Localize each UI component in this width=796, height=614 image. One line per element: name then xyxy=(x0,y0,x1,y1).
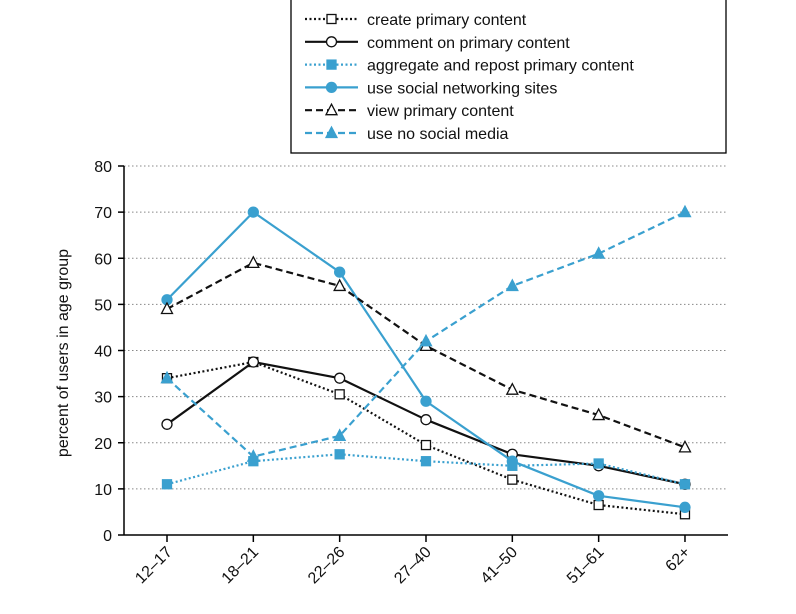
x-tick-label: 51–61 xyxy=(564,544,608,588)
data-point-use-no-social-media xyxy=(160,370,174,384)
legend: create primary content comment on primary… xyxy=(290,0,727,154)
data-point-aggregate-and-repost-primary-content xyxy=(679,479,691,490)
data-point-comment-on-primary-content xyxy=(161,418,173,430)
data-point-view-primary-content xyxy=(505,382,519,395)
legend-swatch-marker xyxy=(324,102,339,116)
legend-swatch-marker xyxy=(326,13,337,25)
x-tick-labels: 12–17 18–21 22–26 27–40 41–50 51–61 62+ xyxy=(132,544,693,588)
series-line-create-primary-content xyxy=(166,360,686,516)
y-tick-label: 50 xyxy=(94,297,112,314)
y-tick-label: 80 xyxy=(94,159,112,176)
legend-label: create primary content xyxy=(367,12,527,29)
data-point-use-social-networking-sites xyxy=(506,455,518,467)
series-use-social-networking-sites xyxy=(161,206,691,513)
data-point-aggregate-and-repost-primary-content xyxy=(334,449,345,460)
y-tick-label: 60 xyxy=(94,251,112,268)
y-axis-title: percent of users in age group xyxy=(55,249,72,457)
x-tick-label: 62+ xyxy=(663,544,694,575)
series-group xyxy=(160,204,692,520)
legend-label: use no social media xyxy=(367,126,509,143)
legend-box xyxy=(290,0,727,154)
legend-swatch-marker xyxy=(325,81,338,94)
y-tick-label: 0 xyxy=(103,528,112,545)
y-tick-label: 20 xyxy=(94,436,112,453)
data-point-use-no-social-media xyxy=(678,204,692,218)
data-point-use-no-social-media xyxy=(246,449,260,462)
data-point-view-primary-content xyxy=(592,407,606,421)
data-point-comment-on-primary-content xyxy=(420,414,432,426)
x-tick-label: 27–40 xyxy=(391,544,435,588)
x-tick-label: 12–17 xyxy=(132,544,176,588)
x-tick-label: 41–50 xyxy=(478,544,522,588)
y-tick-labels: 0 10 20 30 40 50 60 70 80 xyxy=(94,159,112,545)
x-tick-label: 18–21 xyxy=(219,544,263,588)
legend-swatch-marker xyxy=(325,36,338,48)
y-tick-label: 40 xyxy=(94,344,112,361)
legend-swatch-marker xyxy=(324,125,339,139)
data-point-create-primary-content xyxy=(420,439,432,451)
data-point-view-primary-content xyxy=(678,439,692,453)
series-comment-on-primary-content xyxy=(161,356,691,490)
axes xyxy=(118,165,728,542)
legend-label: use social networking sites xyxy=(367,80,557,97)
x-tick-label: 22–26 xyxy=(305,544,349,588)
y-tick-label: 10 xyxy=(94,482,112,499)
data-point-use-social-networking-sites xyxy=(247,206,259,218)
data-point-view-primary-content xyxy=(246,255,260,269)
data-point-aggregate-and-repost-primary-content xyxy=(161,479,173,490)
data-point-view-primary-content xyxy=(333,278,347,292)
data-point-comment-on-primary-content xyxy=(247,356,259,368)
legend-label: comment on primary content xyxy=(367,35,570,52)
series-create-primary-content xyxy=(161,356,691,520)
legend-swatch-marker xyxy=(326,59,337,70)
gridlines xyxy=(124,165,728,490)
y-tick-label: 70 xyxy=(94,205,112,222)
data-point-use-no-social-media xyxy=(505,278,519,292)
legend-label: aggregate and repost primary content xyxy=(367,58,634,75)
data-point-aggregate-and-repost-primary-content xyxy=(420,456,432,467)
y-tick-label: 30 xyxy=(94,390,112,407)
data-point-use-no-social-media xyxy=(592,246,606,259)
data-point-use-social-networking-sites xyxy=(679,501,691,513)
series-use-no-social-media xyxy=(160,204,692,462)
data-point-use-social-networking-sites xyxy=(334,266,346,278)
data-point-use-no-social-media xyxy=(419,333,433,347)
data-point-create-primary-content xyxy=(507,474,518,485)
data-point-view-primary-content xyxy=(160,301,174,315)
data-point-use-no-social-media xyxy=(333,428,347,441)
data-point-use-social-networking-sites xyxy=(420,395,432,407)
data-point-aggregate-and-repost-primary-content xyxy=(593,458,604,469)
legend-label: view primary content xyxy=(367,103,514,120)
data-point-create-primary-content xyxy=(334,389,345,400)
data-point-use-social-networking-sites xyxy=(593,490,605,502)
data-point-create-primary-content xyxy=(593,499,604,511)
data-point-comment-on-primary-content xyxy=(334,372,346,384)
